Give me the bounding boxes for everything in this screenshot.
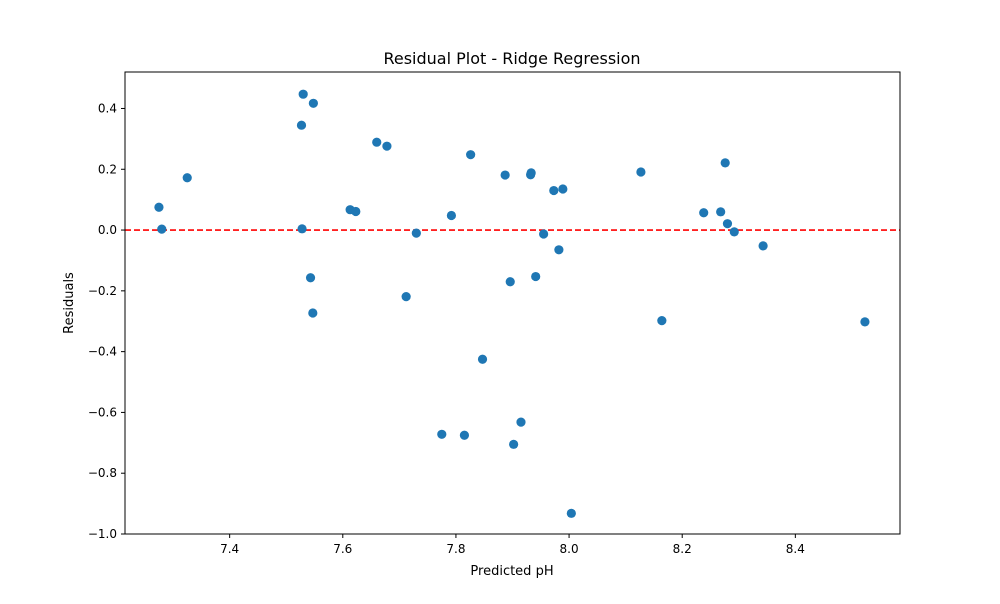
x-tick-label: 8.0 [560, 542, 579, 556]
data-point [729, 227, 739, 237]
data-point [437, 429, 447, 439]
y-tick-label: −0.4 [88, 345, 117, 359]
data-point [305, 273, 316, 283]
data-point [636, 167, 646, 177]
data-point [699, 208, 709, 218]
data-point [720, 158, 730, 168]
data-point [182, 173, 192, 183]
chart-title: Residual Plot - Ridge Regression [383, 49, 640, 68]
data-point [500, 170, 510, 180]
x-tick-label: 7.4 [220, 542, 239, 556]
y-tick-label: −0.2 [88, 284, 117, 298]
data-point [446, 210, 457, 221]
data-point [382, 141, 392, 151]
x-tick-label: 7.6 [333, 542, 352, 556]
data-point [516, 417, 526, 427]
data-point [716, 207, 726, 217]
data-point [531, 271, 541, 282]
data-point [308, 308, 318, 318]
data-point [296, 120, 307, 130]
data-point [722, 219, 733, 229]
data-points-layer [154, 89, 870, 518]
data-point [351, 206, 361, 217]
y-tick-label: −0.6 [88, 405, 117, 419]
data-point [505, 277, 515, 287]
data-point [554, 245, 564, 255]
y-tick-label: 0.4 [98, 101, 117, 115]
x-axis-label: Predicted pH [470, 564, 553, 579]
data-point [566, 508, 576, 518]
data-point [411, 228, 421, 238]
y-tick-label: −0.8 [88, 466, 117, 480]
y-tick-label: −1.0 [88, 527, 117, 541]
data-point [157, 224, 167, 234]
x-tick-label: 7.8 [446, 542, 465, 556]
data-point [298, 89, 308, 99]
data-point [154, 202, 164, 212]
data-point [549, 185, 559, 196]
data-point [860, 317, 870, 327]
data-point [477, 354, 488, 364]
data-point [558, 184, 568, 194]
data-point [758, 241, 768, 251]
data-point [539, 229, 549, 239]
y-axis-ticks: −1.0 −0.8 −0.6 −0.4 −0.2 0.0 0.2 0.4 [88, 101, 125, 541]
data-point [297, 224, 307, 234]
data-point [459, 430, 470, 440]
data-point [509, 439, 519, 449]
y-axis-label: Residuals [62, 272, 77, 334]
data-point [401, 292, 411, 302]
x-tick-label: 8.4 [786, 542, 805, 556]
x-axis-ticks: 7.4 7.6 7.8 8.0 8.2 8.4 [220, 534, 805, 556]
data-point [308, 98, 318, 108]
data-point [657, 316, 667, 326]
y-tick-label: 0.0 [98, 223, 117, 237]
x-tick-label: 8.2 [673, 542, 692, 556]
data-point [372, 137, 382, 147]
data-point [466, 150, 476, 160]
data-point [526, 168, 536, 178]
y-tick-label: 0.2 [98, 162, 117, 176]
plot-area-frame [124, 71, 901, 535]
